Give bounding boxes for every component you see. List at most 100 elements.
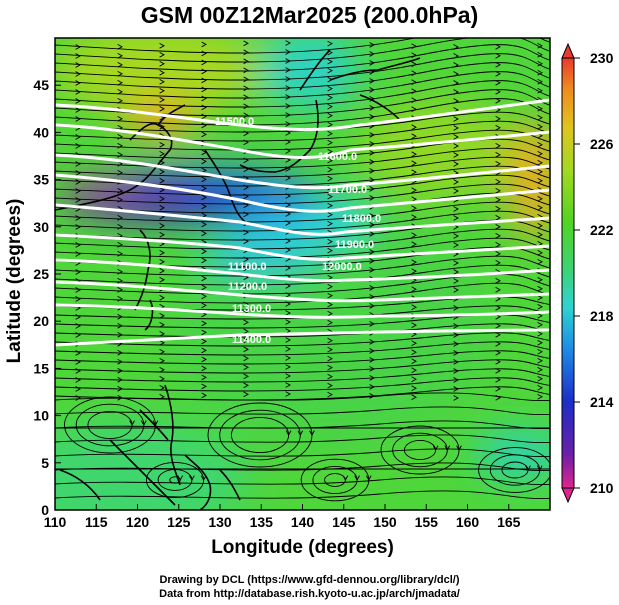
streamline-arrow [495, 286, 501, 293]
streamline-arrow [75, 242, 81, 248]
streamline-arrow [75, 44, 81, 50]
streamline-arrow [369, 78, 375, 84]
streamline [55, 448, 550, 457]
streamline-arrow [285, 166, 291, 172]
streamline-arrow [537, 69, 543, 76]
streamline-arrow [243, 283, 249, 290]
streamline-arrow [369, 159, 375, 165]
streamline-arrow [75, 386, 81, 392]
streamline-arrow [75, 98, 81, 104]
streamline-arrow [369, 303, 375, 309]
streamline-arrow [453, 260, 459, 266]
contour-label: 11500.0 [215, 116, 254, 128]
streamline-arrow [117, 79, 123, 86]
streamline-arrow [75, 80, 81, 86]
streamline-arrow [75, 251, 81, 257]
streamline-arrow [117, 223, 123, 230]
streamline-arrow [327, 355, 333, 362]
streamline-arrow [327, 103, 333, 110]
streamline-arrow [117, 70, 123, 77]
streamline-arrow [159, 223, 165, 229]
streamline-arrow [243, 355, 249, 362]
streamline-arrow [75, 116, 81, 122]
streamline-arrow [453, 287, 459, 293]
streamline-arrow [285, 175, 291, 181]
streamline-arrow [342, 475, 349, 481]
streamline-arrow [453, 125, 459, 131]
streamline-arrow [495, 70, 501, 77]
streamline [55, 156, 550, 178]
streamline-arrow [411, 61, 417, 68]
streamline-arrow [243, 94, 249, 101]
streamline-arrow [159, 205, 165, 211]
streamline-arrow [117, 268, 123, 275]
streamline-arrow [453, 152, 459, 158]
streamline-arrow [117, 358, 123, 365]
streamline-arrow [495, 61, 501, 68]
streamline-arrow [285, 130, 291, 136]
streamline-arrow [495, 187, 501, 194]
colorbar: 230 226 222 218 214 210 [561, 42, 614, 504]
streamline-arrow [327, 58, 333, 65]
streamline-arrow [537, 303, 543, 310]
streamline [55, 111, 550, 133]
x-tick-label: 165 [497, 514, 521, 530]
streamline-arrow [285, 58, 291, 64]
streamline [55, 38, 550, 54]
streamline-arrow [201, 203, 207, 210]
colorbar-tick-label: 210 [590, 480, 614, 496]
streamline-arrow [159, 385, 165, 391]
streamline-arrow [495, 151, 501, 158]
streamline-arrow [537, 312, 543, 319]
streamline-arrow [201, 149, 207, 156]
streamline-arrow [201, 221, 207, 228]
streamline-arrow [453, 278, 459, 284]
streamline-arrow [411, 340, 417, 347]
streamline-arrow [537, 258, 543, 265]
streamline-arrow [411, 43, 417, 50]
streamline-arrow [495, 52, 501, 59]
streamline-arrow [327, 148, 333, 155]
streamline-arrow [495, 79, 501, 86]
streamline-arrow [495, 250, 501, 257]
streamline-arrow [327, 202, 333, 209]
streamline-arrow [201, 320, 207, 327]
streamline-arrow [159, 376, 165, 382]
contour-label: 11700.0 [328, 184, 367, 196]
streamline-arrow [201, 194, 207, 201]
streamline-arrow [411, 385, 417, 392]
streamline-arrow [285, 76, 291, 82]
streamline-arrow [75, 161, 81, 167]
streamline-arrow [411, 187, 417, 194]
streamline-arrow [495, 232, 501, 239]
streamline-arrow [495, 214, 501, 221]
streamline-arrow [537, 348, 543, 355]
streamline [55, 71, 550, 99]
streamline-arrow [159, 43, 165, 49]
streamline-arrow [243, 337, 249, 344]
streamline-arrow [159, 142, 165, 148]
streamline-arrow [75, 332, 81, 338]
contour-labels: 11500.0 11600.0 11700.0 11800.0 11900.0 … [215, 116, 381, 346]
streamline-arrow [243, 130, 249, 137]
streamline-arrow [369, 249, 375, 255]
streamline [55, 420, 550, 429]
contour-label: 11300.0 [232, 303, 271, 315]
streamline-arrow [411, 88, 417, 95]
colorbar-tick-label: 226 [590, 136, 614, 152]
streamline-arrow [537, 51, 543, 58]
streamline-arrow [159, 331, 165, 337]
streamline [55, 228, 550, 250]
y-tick-label: 35 [33, 172, 49, 188]
streamline-arrow [309, 430, 315, 436]
streamline-arrow [285, 121, 291, 127]
streamline-arrow [285, 220, 291, 226]
streamline-arrow [201, 365, 207, 372]
streamline-arrow [285, 103, 291, 109]
streamline-arrow [159, 367, 165, 373]
streamline-arrow [159, 322, 165, 328]
y-tick-label: 10 [33, 408, 49, 424]
y-tick-label: 0 [41, 502, 49, 518]
streamline-arrow [243, 301, 249, 308]
streamline-arrow [327, 130, 333, 137]
